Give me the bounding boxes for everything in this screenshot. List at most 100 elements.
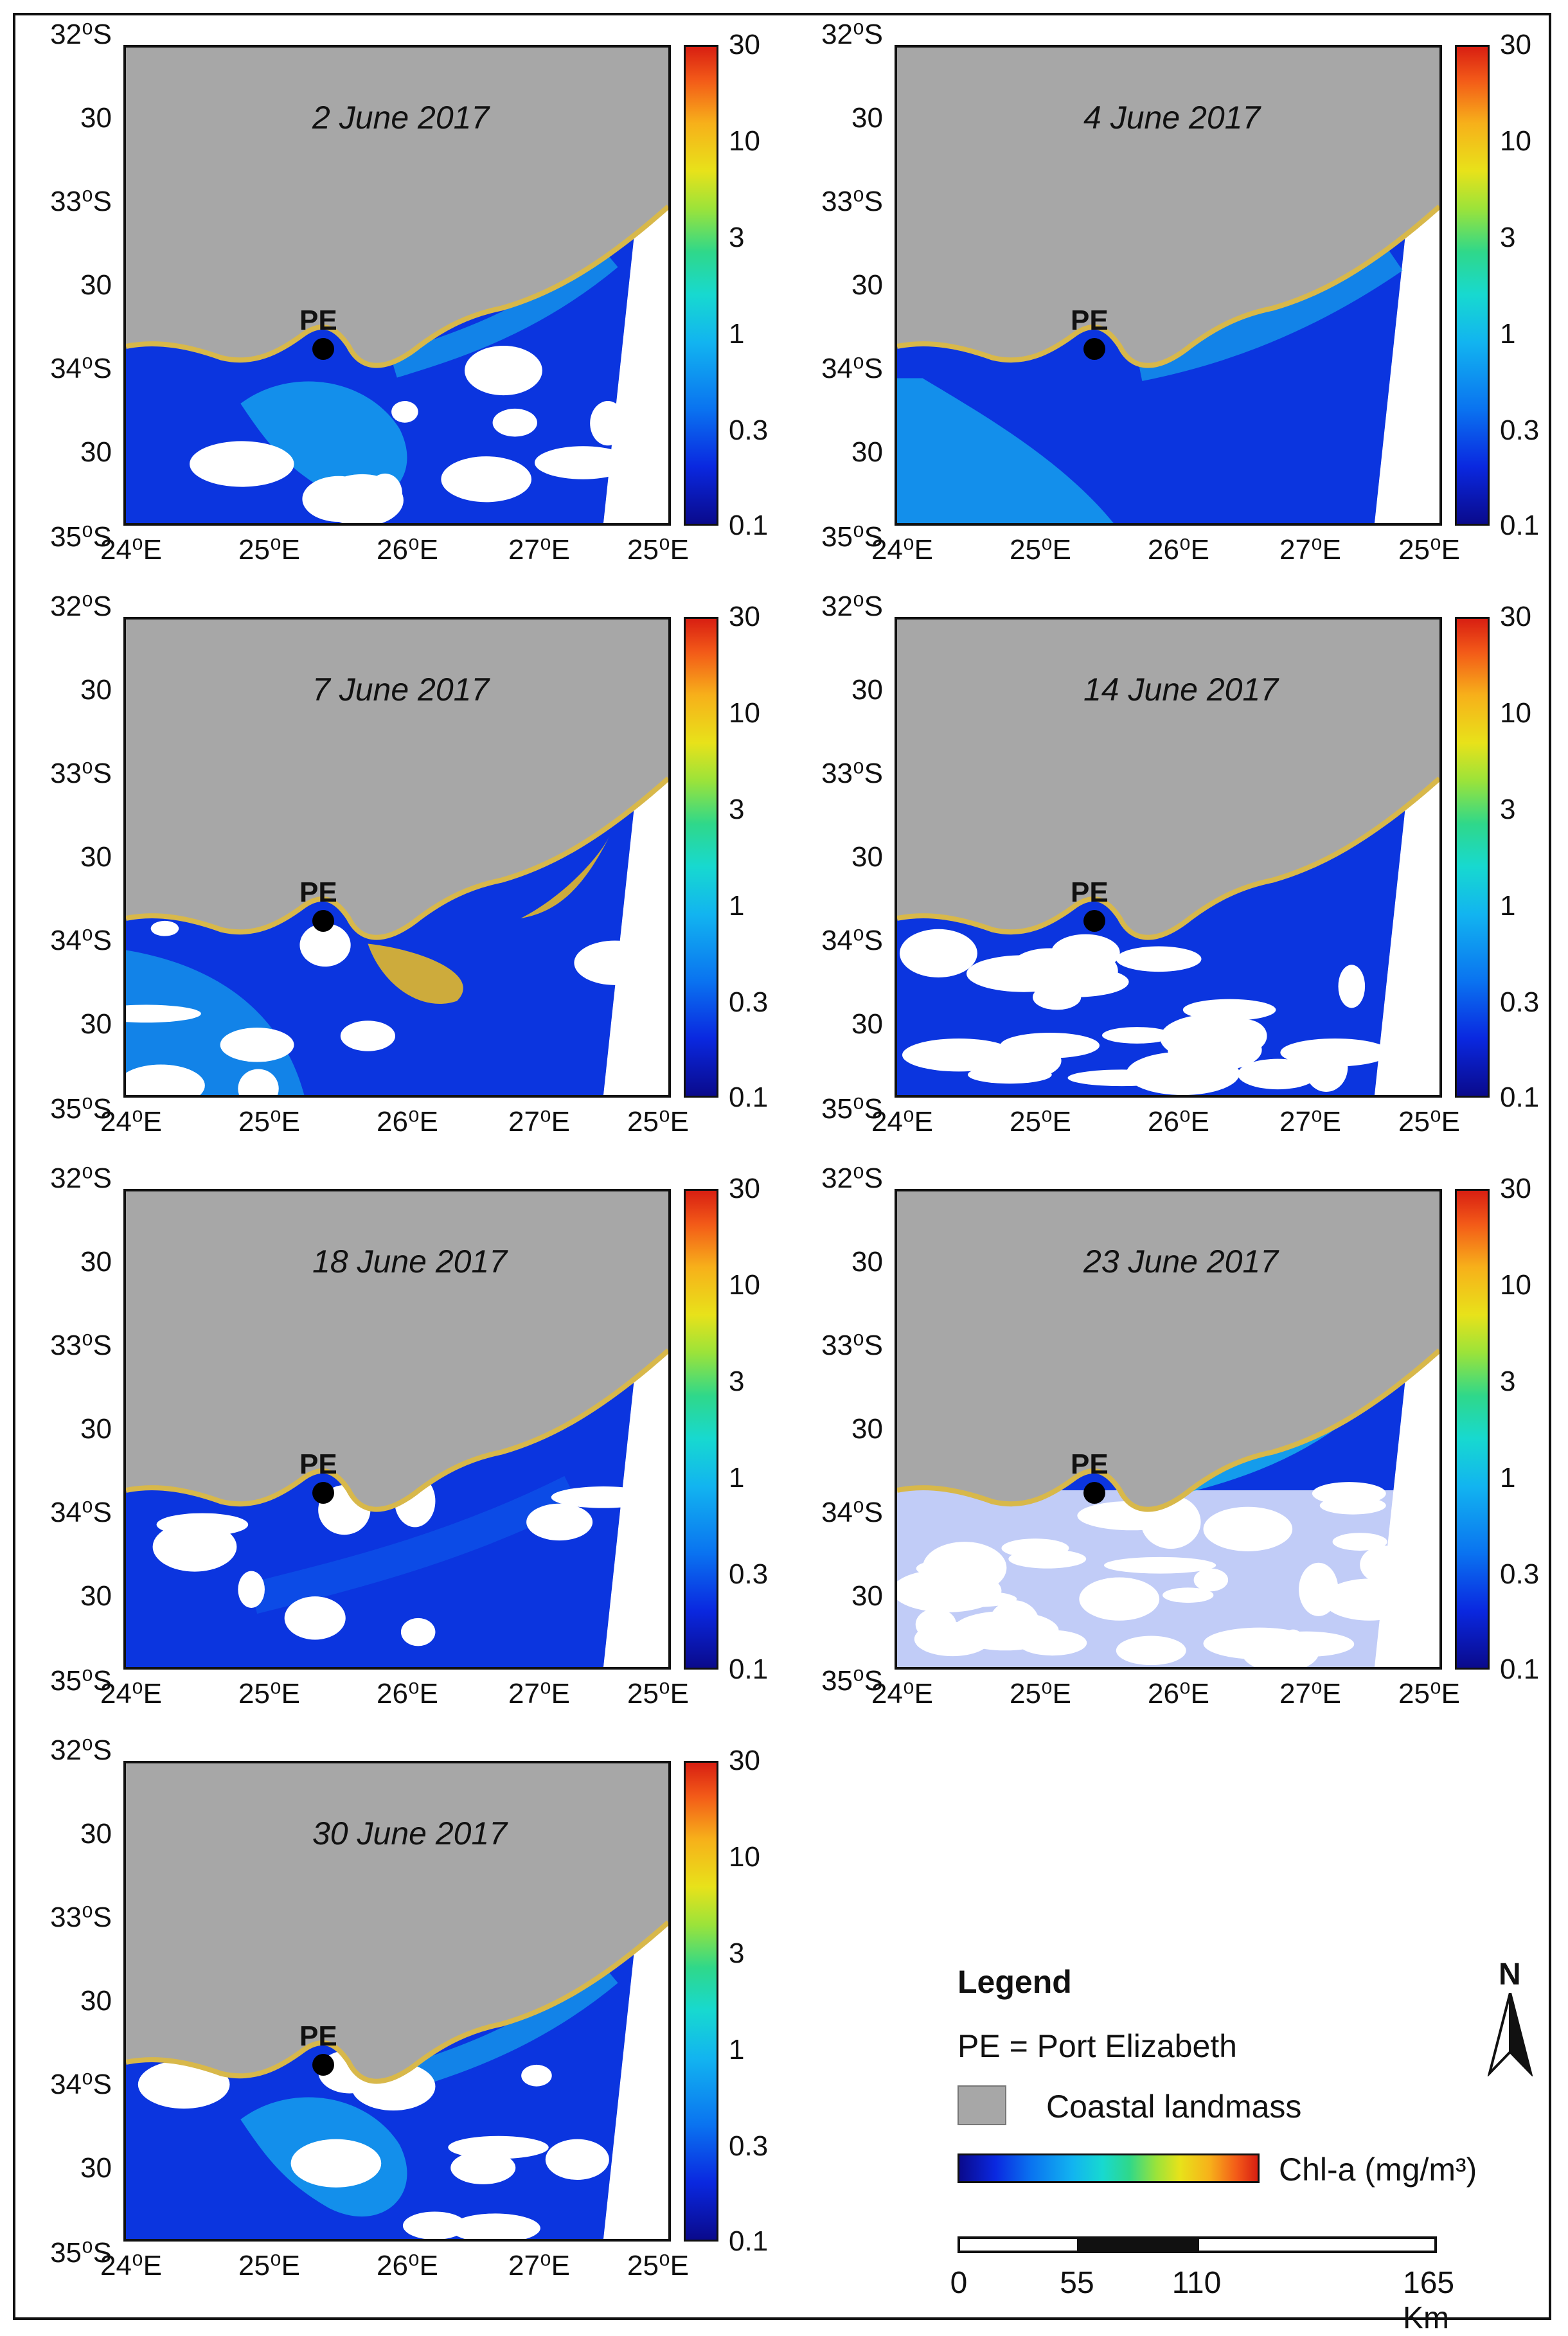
lon-tick-label: 26⁰E <box>1148 1106 1209 1137</box>
legend-chl-label: Chl-a (mg/m³) <box>1279 2152 1477 2188</box>
chl-colorbar <box>1455 45 1490 526</box>
pe-label: PE <box>1071 305 1109 336</box>
colorbar-tick-label: 10 <box>1500 125 1531 157</box>
land-swatch <box>958 2085 1006 2125</box>
lat-tick-label: 30 <box>851 1246 883 1278</box>
chl-colorbar <box>684 617 718 1098</box>
colorbar-tick-label: 10 <box>729 1269 760 1301</box>
lat-tick-label: 33⁰S <box>821 186 883 217</box>
lat-tick-label: 30 <box>80 1818 112 1850</box>
pe-label: PE <box>299 305 337 336</box>
colorbar-tick-label: 1 <box>729 1462 745 1493</box>
panel-date: 14 June 2017 <box>1083 672 1279 708</box>
lat-tick-label: 30 <box>80 2152 112 2184</box>
lat-tick-label: 32⁰S <box>821 1163 883 1194</box>
colorbar-tick-label: 1 <box>1500 890 1516 922</box>
pe-marker <box>312 1482 334 1504</box>
lon-tick-label: 25⁰E <box>1010 1106 1071 1137</box>
map-panel: 2 June 2017 PE 32⁰S 30 33⁰S 30 34⁰S 30 35⁰S 24⁰… <box>15 15 787 581</box>
lon-tick-label: 25⁰E <box>1010 1678 1071 1709</box>
colorbar-tick-label: 1 <box>729 318 745 350</box>
lat-tick-label: 32⁰S <box>50 1163 112 1194</box>
colorbar-tick-label: 0.3 <box>729 1558 769 1590</box>
lat-tick-label: 30 <box>851 1008 883 1040</box>
lat-tick-label: 30 <box>80 269 112 301</box>
lon-tick-label: 27⁰E <box>508 1106 570 1137</box>
lat-tick-label: 34⁰S <box>50 925 112 956</box>
lon-tick-label: 25⁰E <box>627 534 689 566</box>
lon-tick-label: 25⁰E <box>238 1678 300 1709</box>
lat-tick-label: 30 <box>80 1985 112 2017</box>
colorbar-tick-label: 1 <box>1500 318 1516 350</box>
colorbar-tick-label: 0.1 <box>729 1082 769 1113</box>
lat-tick-label: 30 <box>851 674 883 706</box>
colorbar-tick-label: 10 <box>1500 1269 1531 1301</box>
colorbar-tick-label: 3 <box>1500 794 1516 825</box>
lat-tick-label: 34⁰S <box>50 2069 112 2100</box>
lon-tick-label: 26⁰E <box>1148 1678 1209 1709</box>
lon-tick-label: 25⁰E <box>627 1106 689 1137</box>
lat-tick-label: 30 <box>851 1413 883 1445</box>
lat-tick-label: 33⁰S <box>821 1330 883 1361</box>
pe-marker <box>1083 338 1105 360</box>
lon-tick-label: 26⁰E <box>377 1106 438 1137</box>
colorbar-tick-label: 0.1 <box>729 510 769 541</box>
chl-map: 23 June 2017 PE <box>895 1189 1442 1670</box>
panel-date: 2 June 2017 <box>312 100 490 136</box>
lon-tick-label: 26⁰E <box>1148 534 1209 566</box>
panel-date: 18 June 2017 <box>312 1244 508 1279</box>
lon-tick-label: 24⁰E <box>100 1106 162 1137</box>
lat-tick-label: 35⁰S <box>50 2237 112 2269</box>
lat-tick-label: 34⁰S <box>821 1497 883 1528</box>
colorbar-tick-label: 30 <box>729 1173 760 1204</box>
colorbar-tick-label: 0.1 <box>1500 510 1540 541</box>
colorbar-tick-label: 0.1 <box>1500 1082 1540 1113</box>
colorbar-tick-label: 30 <box>729 1745 760 1776</box>
panel-date: 30 June 2017 <box>312 1815 508 1851</box>
colorbar-tick-label: 0.3 <box>729 986 769 1018</box>
lat-tick-label: 32⁰S <box>50 19 112 50</box>
legend-pe-definition: PE = Port Elizabeth <box>958 2028 1237 2064</box>
lat-tick-label: 33⁰S <box>50 1902 112 1933</box>
lon-tick-label: 25⁰E <box>1010 534 1071 566</box>
lon-tick-label: 24⁰E <box>871 1106 933 1137</box>
lat-tick-label: 30 <box>851 436 883 468</box>
map-panel: 30 June 2017 PE 32⁰S 30 33⁰S 30 34⁰S 30 35⁰S 24… <box>15 1731 787 2297</box>
colorbar-tick-label: 1 <box>729 890 745 922</box>
scale-tick-0: 0 <box>950 2266 968 2300</box>
chl-colorbar <box>684 1761 718 2242</box>
panel-date: 4 June 2017 <box>1083 100 1261 136</box>
scale-tick-55: 55 <box>1060 2266 1094 2300</box>
colorbar-tick-label: 1 <box>729 2034 745 2065</box>
pe-marker <box>1083 1482 1105 1504</box>
lat-tick-label: 30 <box>80 1246 112 1278</box>
colorbar-tick-label: 0.1 <box>1500 1654 1540 1685</box>
map-panel: 23 June 2017 PE 32⁰S 30 33⁰S 30 34⁰S 30 35⁰S 24… <box>787 1159 1558 1725</box>
chl-map: 14 June 2017 PE <box>895 617 1442 1098</box>
scale-bar <box>958 2236 1437 2253</box>
colorbar-tick-label: 0.3 <box>729 2130 769 2162</box>
map-panel: 4 June 2017 PE 32⁰S 30 33⁰S 30 34⁰S 30 35⁰S 24⁰… <box>787 15 1558 581</box>
pe-marker <box>1083 910 1105 932</box>
lat-tick-label: 32⁰S <box>50 1734 112 1766</box>
figure-frame <box>13 13 1551 2320</box>
colorbar-tick-label: 30 <box>729 601 760 632</box>
lat-tick-label: 35⁰S <box>50 521 112 553</box>
north-arrow-icon: N <box>1484 1957 1536 2079</box>
lon-tick-label: 26⁰E <box>377 2250 438 2281</box>
lat-tick-label: 34⁰S <box>50 1497 112 1528</box>
pe-label: PE <box>1071 1449 1109 1480</box>
chl-map: 18 June 2017 PE <box>123 1189 671 1670</box>
lat-tick-label: 33⁰S <box>50 1330 112 1361</box>
lat-tick-label: 33⁰S <box>50 758 112 789</box>
colorbar-tick-label: 30 <box>729 29 760 60</box>
lon-tick-label: 27⁰E <box>1279 1678 1341 1709</box>
pe-label: PE <box>299 877 337 908</box>
lon-tick-label: 26⁰E <box>377 534 438 566</box>
colorbar-tick-label: 0.3 <box>1500 986 1540 1018</box>
chl-map: 7 June 2017 PE <box>123 617 671 1098</box>
colorbar-tick-label: 0.3 <box>1500 415 1540 446</box>
pe-label: PE <box>299 1449 337 1480</box>
colorbar-tick-label: 3 <box>729 1366 745 1397</box>
colorbar-tick-label: 10 <box>729 1841 760 1873</box>
